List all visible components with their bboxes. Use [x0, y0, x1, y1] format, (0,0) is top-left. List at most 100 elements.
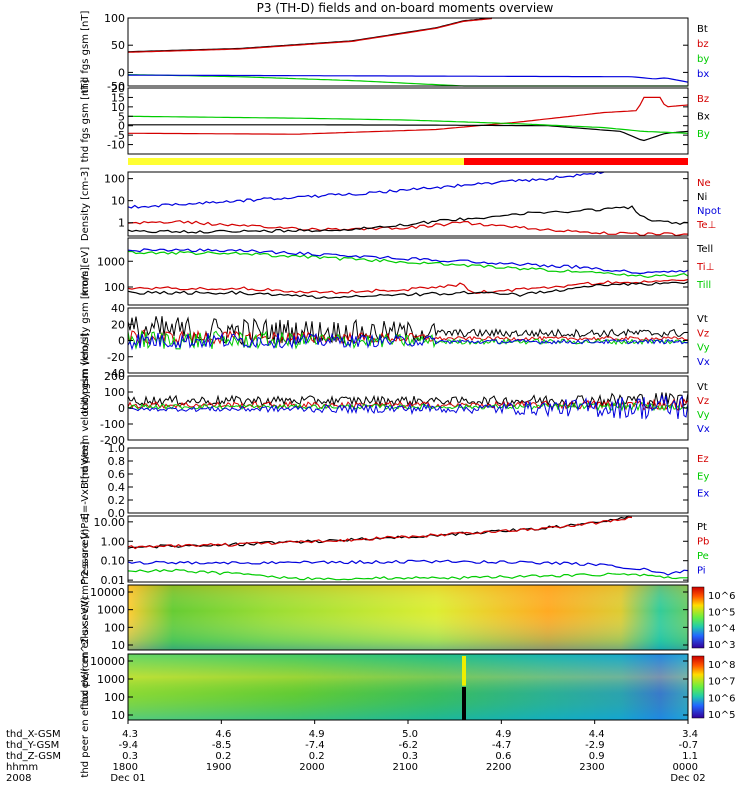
x-axis-value: 4.9: [495, 729, 511, 740]
y-tick-label: 0.8: [108, 455, 126, 468]
y-tick-label: 1.0: [108, 442, 126, 455]
velocity-trace-blue: [127, 332, 689, 351]
y-tick-label: -5: [114, 129, 125, 142]
y-tick-label: 0: [118, 66, 125, 79]
legend-label: Tell: [696, 244, 713, 255]
panel-8: 10.00 1.00 0.10 0.01 Pressure [nPa] Pt Pb Pe Pi: [80, 513, 709, 587]
y-tick-label: -10: [107, 139, 125, 152]
series-bz: [127, 17, 493, 53]
x-axis-row-label: thd_Y-GSM: [6, 740, 59, 751]
y-axis-label: thd peer en eflux eV/(cm^2-s-sr-eV): [80, 596, 91, 777]
series-Pb: [127, 516, 633, 550]
panel-7: 1.00.80.60.40.20.0 E=-VxB [mV/m] Ez Ey Ex: [80, 441, 709, 520]
y-tick-label: 15: [111, 91, 125, 104]
series-Npot: [127, 171, 605, 209]
x-axis-value: 0.9: [589, 751, 605, 762]
legend-label: Vx: [697, 357, 710, 368]
x-axis-value: -4.7: [492, 740, 512, 751]
legend-label: Te⊥: [696, 220, 716, 231]
legend-label: Pe: [697, 551, 709, 562]
legend-label: Vt: [697, 382, 708, 393]
velocity-trace-blue: [127, 393, 689, 420]
legend-label: Vz: [697, 328, 709, 339]
y-axis-label: thd peem velocity gsm [km/s]: [80, 333, 91, 483]
x-axis-value: 0.3: [122, 751, 138, 762]
velocity-trace-green: [127, 330, 689, 350]
x-axis-row-label: 2008: [6, 773, 31, 784]
y-tick-label: 10: [111, 709, 125, 722]
y-tick-label: 200: [104, 370, 125, 383]
x-axis-row-label: hhmm: [6, 762, 38, 773]
y-tick-label: 10: [111, 195, 125, 208]
x-axis-value: -9.4: [118, 740, 138, 751]
y-tick-label: 10000: [90, 586, 125, 599]
legend-label: bz: [697, 39, 709, 50]
y-tick-label: 0.2: [108, 494, 126, 507]
y-tick-label: 1: [118, 217, 125, 230]
legend-label: Ey: [697, 471, 709, 482]
y-tick-label: 10: [111, 101, 125, 114]
y-axis-label: thd fgs gsm [nT]: [80, 80, 91, 163]
series-Bz: [128, 96, 689, 135]
y-tick-label: -50: [107, 80, 125, 93]
x-axis-value: 3.4: [682, 729, 698, 740]
x-axis-value: 2000: [299, 762, 324, 773]
series-Pe: [127, 568, 688, 581]
legend-label: Bz: [697, 94, 709, 105]
y-tick-label: 100: [104, 691, 125, 704]
y-axis-label: mom [eV]: [80, 247, 91, 297]
panel-3: 100 10 1 Density [cm-3] Ne Ni Npot Te⊥: [80, 167, 721, 241]
legend-label: Ti⊥: [696, 262, 714, 273]
y-axis-label: E=-VxB [mV/m]: [80, 441, 91, 519]
legend-label: Vx: [697, 424, 710, 435]
y-tick-label: 1000: [97, 673, 125, 686]
legend-label: Ni: [697, 192, 707, 203]
panel-frame: [127, 237, 689, 306]
series-Ne: [127, 220, 689, 237]
y-tick-label: 0.4: [108, 481, 126, 494]
series-Ni: [127, 205, 689, 234]
data-gap-marker: [462, 656, 466, 686]
legend-label: Vt: [697, 314, 708, 325]
colorbar-tick-label: 10^6: [708, 693, 735, 704]
x-axis-value: 2100: [393, 762, 418, 773]
y-tick-label: 0.0: [108, 507, 126, 520]
colorbar-tick-label: 10^5: [708, 607, 735, 618]
y-tick-label: 10.00: [94, 516, 126, 529]
panel-frame: [127, 171, 689, 237]
panel-4: 1000 100 mom [eV] Tell Ti⊥ Till: [80, 237, 714, 306]
colorbar: [691, 586, 705, 649]
legend-label: Pb: [697, 537, 709, 548]
spectrogram-shading: [128, 585, 688, 650]
mode-bar-segment: [464, 158, 688, 165]
data-gap-marker: [462, 687, 466, 720]
y-tick-label: 1000: [97, 604, 125, 617]
series-Bt: [128, 17, 493, 53]
x-axis-value: -2.9: [585, 740, 605, 751]
x-axis-value: Dec 01: [110, 773, 145, 784]
legend-label: Pi: [697, 566, 706, 577]
x-axis-value: -7.4: [305, 740, 325, 751]
legend-label: bx: [697, 69, 709, 80]
y-tick-label: 100: [104, 173, 125, 186]
y-axis-label: thd peim velocity gsm [km/s]: [80, 267, 91, 414]
series-Te: [127, 278, 689, 295]
y-tick-label: 50: [111, 39, 125, 52]
y-tick-label: 10: [111, 639, 125, 652]
series-Pt: [127, 515, 633, 549]
y-tick-label: 0: [118, 335, 125, 348]
y-axis-label: thd peir en eflux eV/(cm^2-s-sr-eV): [80, 529, 91, 707]
x-axis-value: 0.3: [402, 751, 418, 762]
y-tick-label: 10000: [90, 655, 125, 668]
y-tick-label: 5: [118, 110, 125, 123]
legend-label: Bt: [697, 24, 708, 35]
legend-label: Ez: [697, 454, 709, 465]
legend-label: Vy: [697, 410, 710, 421]
y-tick-label: 100: [104, 281, 125, 294]
x-axis-row-label: thd_X-GSM: [6, 729, 61, 740]
velocity-trace-black: [127, 316, 689, 347]
